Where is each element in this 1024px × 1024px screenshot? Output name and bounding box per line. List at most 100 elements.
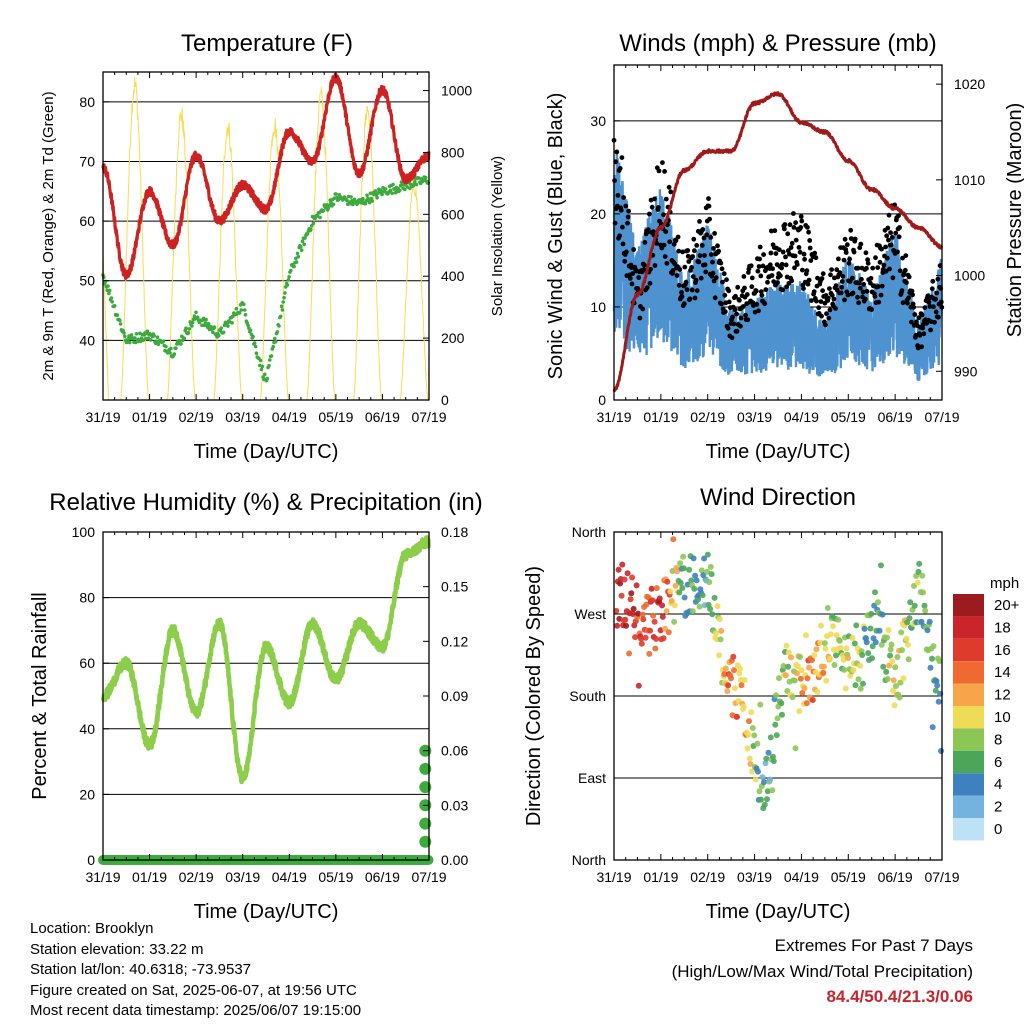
wind-direction-point (746, 718, 752, 725)
wind-direction-point (835, 616, 842, 623)
wind-direction-point (692, 572, 699, 579)
wind-direction-point (887, 646, 894, 653)
legend-swatch (953, 616, 984, 639)
gust-point (704, 232, 710, 238)
gust-point (708, 235, 714, 240)
wind-direction-point (905, 641, 911, 648)
x-tick-label: 05/19 (831, 409, 866, 425)
legend-swatch (953, 795, 984, 818)
gust-point (645, 227, 651, 233)
gust-point (711, 246, 716, 251)
dewpoint-point (243, 313, 248, 317)
wind-direction-point (892, 664, 899, 671)
gust-point (685, 248, 691, 253)
wind-direction-point (932, 687, 939, 694)
latlon-text: Station lat/lon: 40.6318; -73.9537 (30, 961, 252, 978)
wind-direction-point (629, 611, 636, 617)
gust-point (857, 285, 863, 291)
gust-point (706, 203, 712, 209)
gust-point (625, 220, 630, 226)
legend-swatch (953, 594, 984, 617)
gust-point (896, 213, 901, 219)
wind-direction-point (936, 658, 943, 665)
wind-direction-point (635, 610, 642, 617)
gust-point (676, 282, 682, 288)
gust-point (884, 233, 890, 239)
wind-direction-point (869, 643, 876, 650)
wind-direction-point (814, 689, 821, 695)
wind-direction-point (875, 599, 881, 606)
gust-point (735, 284, 741, 290)
y-tick-label: South (569, 688, 606, 704)
dewpoint-point (295, 251, 300, 256)
gust-point (868, 275, 874, 281)
gust-point (679, 294, 685, 299)
dewpoint-point (106, 284, 110, 288)
wind-direction-point (619, 561, 626, 568)
wind-direction-point (616, 615, 623, 622)
gust-point (733, 293, 738, 299)
dewpoint-point (230, 321, 234, 325)
x-tick-label: 05/19 (831, 869, 866, 885)
wind-direction-point (752, 776, 759, 783)
dewpoint-point (254, 351, 259, 356)
wind-direction-point (748, 709, 755, 716)
dewpoint-point (273, 336, 277, 341)
gust-point (707, 216, 712, 222)
gust-point (742, 285, 747, 291)
wind-direction-point (823, 677, 830, 684)
gust-point (692, 295, 698, 301)
extremes-box: Extremes For Past 7 Days (High/Low/Max W… (672, 933, 973, 1010)
gust-point (686, 259, 692, 264)
gust-point (791, 211, 796, 216)
gust-point (690, 254, 696, 259)
wind-direction-point (614, 622, 621, 629)
wind-direction-point (885, 627, 892, 634)
wind-direction-point (782, 672, 789, 679)
gust-point (869, 307, 874, 312)
dewpoint-point (349, 195, 353, 199)
gust-point (819, 276, 825, 281)
direction-left-axis-label: Direction (Colored By Speed) (523, 566, 545, 826)
dewpoint-point (128, 340, 132, 345)
wind-direction-point (627, 596, 634, 603)
y-tick-label: East (578, 770, 606, 786)
gust-point (738, 323, 743, 329)
wind-direction-point (660, 635, 667, 642)
wind-direction-point (837, 645, 844, 651)
dewpoint-point (248, 328, 253, 333)
gust-point (839, 279, 845, 284)
gust-point (839, 284, 845, 290)
gust-point (919, 312, 925, 318)
dewpoint-point (112, 304, 117, 308)
dewpoint-point (164, 344, 168, 349)
gust-point (897, 225, 902, 230)
wind-direction-point (647, 627, 654, 634)
gust-point (921, 331, 927, 337)
gust-point (623, 203, 629, 209)
gust-point (883, 244, 888, 250)
gust-point (769, 273, 775, 278)
dewpoint-point (383, 187, 388, 191)
wind-direction-point (632, 634, 639, 641)
gust-point (930, 278, 936, 284)
gust-point (914, 319, 919, 325)
dewpoint-point (107, 291, 111, 296)
wind-direction-point (709, 611, 716, 618)
extremes-title: Extremes For Past 7 Days (774, 936, 973, 955)
wind-direction-point (737, 665, 743, 672)
gust-point (879, 246, 884, 252)
wind-direction-point (880, 663, 887, 670)
gust-point (793, 237, 799, 243)
dewpoint-point (182, 336, 187, 341)
gust-point (776, 247, 782, 253)
y-right-tick-label: 800 (441, 144, 465, 160)
gust-point (928, 327, 933, 333)
wind-direction-point (763, 755, 770, 762)
gust-point (724, 277, 729, 283)
wind-direction-point (929, 655, 935, 662)
dewpoint-point (292, 264, 296, 269)
dewpoint-point (237, 311, 242, 315)
wind-direction-point (701, 555, 708, 562)
temperature-plot-frame (102, 71, 430, 401)
